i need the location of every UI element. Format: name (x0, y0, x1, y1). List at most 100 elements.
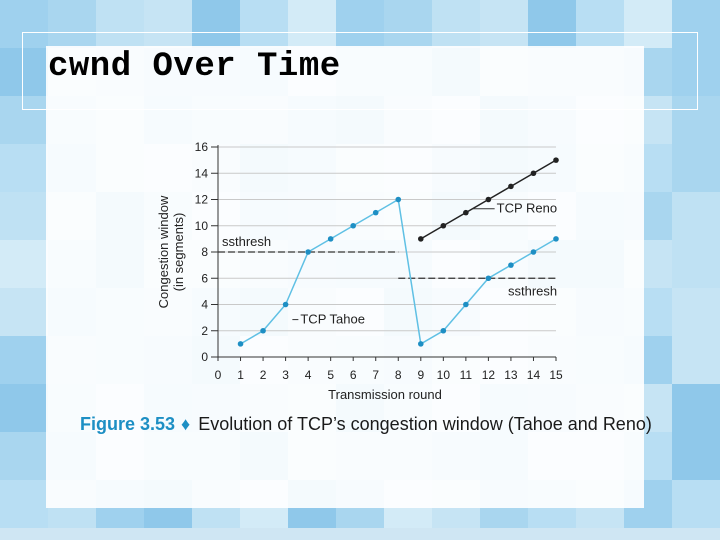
x-tick-label: 2 (260, 368, 267, 382)
bg-tile (672, 432, 720, 480)
bg-tile (0, 192, 48, 240)
bg-tile (0, 0, 48, 48)
bg-tile (672, 48, 720, 96)
bg-tile (336, 0, 384, 48)
tahoe-label: TCP Tahoe (300, 312, 365, 327)
bg-tile (480, 0, 528, 48)
bg-tile (192, 0, 240, 48)
tahoe-point (260, 327, 266, 334)
figure-caption: Figure 3.53 ♦ Evolution of TCP’s congestio… (80, 414, 652, 435)
reno-label: TCP Reno (497, 201, 557, 216)
bg-tile (528, 0, 576, 48)
y-tick-label: 4 (201, 298, 208, 312)
x-tick-label: 8 (395, 368, 402, 382)
bg-tile (672, 480, 720, 528)
tahoe-point (282, 301, 289, 308)
x-tick-label: 3 (282, 368, 289, 382)
bg-tile (0, 144, 48, 192)
bg-tile (240, 0, 288, 48)
bg-tile (672, 192, 720, 240)
tahoe-point (327, 236, 334, 242)
y-axis-title-line: (in segments) (171, 213, 186, 292)
x-tick-label: 15 (549, 368, 563, 382)
tahoe-point (463, 301, 469, 308)
bg-tile (672, 0, 720, 48)
y-tick-label: 10 (195, 219, 209, 233)
reno-point (463, 209, 469, 216)
x-tick-label: 11 (460, 368, 473, 382)
bg-tile (0, 240, 48, 288)
slide-title: cwnd Over Time (48, 48, 341, 86)
tahoe-point (395, 196, 402, 203)
tahoe-point (305, 249, 311, 255)
x-tick-label: 7 (372, 368, 379, 382)
y-tick-label: 12 (195, 193, 209, 207)
bg-tile (96, 0, 144, 48)
reno-point (508, 183, 514, 190)
reno-point (553, 157, 559, 163)
x-tick-label: 10 (437, 368, 451, 382)
tahoe-point (237, 341, 244, 347)
bg-tile (624, 0, 672, 48)
bg-tile (384, 0, 432, 48)
x-tick-label: 4 (305, 368, 312, 382)
bg-tile (672, 336, 720, 384)
figure-diamond-icon: ♦ (181, 414, 191, 434)
x-tick-label: 13 (504, 368, 518, 382)
x-tick-label: 6 (350, 368, 357, 382)
bg-tile (144, 0, 192, 48)
bg-tile (0, 48, 48, 96)
bg-tile (0, 480, 48, 528)
tahoe-point (440, 327, 447, 334)
y-tick-label: 2 (201, 324, 208, 338)
x-tick-label: 1 (237, 368, 244, 382)
bg-tile (672, 240, 720, 288)
tahoe-point (372, 209, 379, 216)
bg-tile (672, 144, 720, 192)
bg-tile (0, 432, 48, 480)
bg-tile (288, 0, 336, 48)
tahoe-point (508, 262, 514, 268)
bg-tile (0, 96, 48, 144)
reno-point (440, 222, 447, 229)
slide-content-panel (46, 46, 644, 508)
x-tick-label: 12 (482, 368, 496, 382)
tahoe-point (350, 222, 357, 229)
y-tick-label: 14 (195, 166, 209, 180)
tahoe-point (418, 341, 424, 347)
tahoe-series-line (240, 198, 557, 346)
y-tick-label: 16 (195, 140, 209, 154)
bg-tile (0, 288, 48, 336)
y-axis-title: Congestion window(in segments) (156, 195, 186, 308)
y-axis-title-line: Congestion window (156, 195, 171, 308)
bg-tile (0, 384, 48, 432)
chart-series (237, 157, 559, 347)
ssthresh-label: ssthresh (222, 234, 271, 249)
bg-tile (672, 384, 720, 432)
x-tick-label: 0 (215, 368, 222, 382)
ssthresh-label: ssthresh (508, 283, 557, 298)
chart-axes (211, 145, 557, 361)
tahoe-point (485, 275, 492, 282)
reno-point (418, 236, 424, 242)
x-tick-label: 14 (527, 368, 541, 382)
reno-point (485, 196, 492, 203)
x-tick-label: 9 (417, 368, 424, 382)
reno-point (530, 170, 537, 177)
bg-tile (48, 0, 96, 48)
bg-tile (672, 96, 720, 144)
y-tick-label: 0 (201, 350, 208, 364)
tahoe-point (553, 236, 559, 242)
figure-caption-text: Evolution of TCP’s congestion window (Ta… (198, 414, 652, 434)
bg-tile (576, 0, 624, 48)
x-axis-title: Transmission round (328, 387, 442, 402)
y-tick-label: 8 (201, 245, 208, 259)
bg-tile (432, 0, 480, 48)
ssthresh-lines (218, 251, 556, 279)
x-tick-label: 5 (327, 368, 334, 382)
y-tick-label: 6 (201, 271, 208, 285)
bg-tile (672, 288, 720, 336)
bg-tile (0, 336, 48, 384)
